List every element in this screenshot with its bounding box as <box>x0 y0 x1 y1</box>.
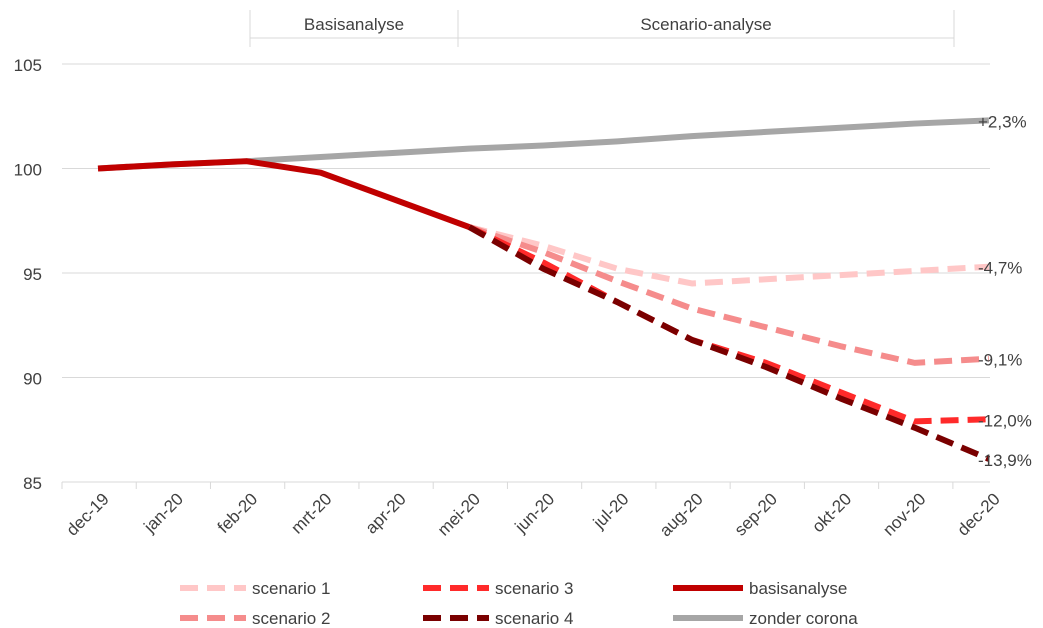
period-label: Basisanalyse <box>304 15 404 34</box>
x-tick-label: jan-20 <box>140 489 188 537</box>
y-tick-label: 90 <box>23 370 42 389</box>
series-line-basisanalyse <box>97 158 471 230</box>
legend-item-scenario-2: scenario 2 <box>180 609 330 628</box>
end-labels: +2,3% -4,7% -9,1% -12,0% -13,9% <box>978 112 1032 470</box>
y-axis: 85 90 95 100 105 <box>14 56 42 493</box>
series-lines <box>97 117 991 462</box>
end-label-scenario-3: -12,0% <box>978 411 1032 430</box>
x-tick-label: mrt-20 <box>287 489 335 537</box>
x-tick-label: jun-20 <box>511 489 559 537</box>
legend-label: scenario 1 <box>252 579 330 598</box>
x-tick-label: dec-19 <box>63 489 113 539</box>
series-line-scenario-4 <box>467 224 991 462</box>
period-label: Scenario-analyse <box>640 15 771 34</box>
series-line-scenario-2 <box>468 224 990 366</box>
x-tick-label: dec-20 <box>954 489 1004 539</box>
period-brackets: Basisanalyse Scenario-analyse <box>249 10 955 47</box>
gridlines <box>62 63 990 378</box>
legend-item-scenario-3: scenario 3 <box>423 579 573 598</box>
y-tick-label: 105 <box>14 56 42 75</box>
legend-label: scenario 3 <box>495 579 573 598</box>
x-tick-label: okt-20 <box>808 489 855 536</box>
legend-item-zonder-corona: zonder corona <box>673 609 858 628</box>
x-tick-label: sep-20 <box>731 489 781 539</box>
y-tick-label: 95 <box>23 265 42 284</box>
x-tick-label: aug-20 <box>656 489 707 540</box>
legend-item-basisanalyse: basisanalyse <box>673 579 847 598</box>
end-label-zonder-corona: +2,3% <box>978 112 1027 131</box>
y-tick-label: 100 <box>14 161 42 180</box>
x-axis: dec-19 jan-20 feb-20 mrt-20 apr-20 mei-20 jun-… <box>61 481 1004 540</box>
series-line-scenario-3 <box>467 224 989 425</box>
x-tick-label: apr-20 <box>362 489 410 537</box>
x-tick-label: mei-20 <box>434 489 484 539</box>
end-label-scenario-2: -9,1% <box>978 351 1022 370</box>
legend-label: scenario 2 <box>252 609 330 628</box>
legend-label: basisanalyse <box>749 579 847 598</box>
legend-item-scenario-4: scenario 4 <box>423 609 573 628</box>
legend-item-scenario-1: scenario 1 <box>180 579 330 598</box>
series-line-scenario-1 <box>468 224 990 287</box>
legend-label: zonder corona <box>749 609 858 628</box>
x-tick-label: jul-20 <box>589 489 633 533</box>
x-tick-label: nov-20 <box>879 489 929 539</box>
end-label-scenario-1: -4,7% <box>978 259 1022 278</box>
y-tick-label: 85 <box>23 474 42 493</box>
legend: scenario 1 scenario 3 basisanalyse scenario… <box>180 579 858 628</box>
x-tick-label: feb-20 <box>214 489 262 537</box>
legend-label: scenario 4 <box>495 609 573 628</box>
end-label-scenario-4: -13,9% <box>978 451 1032 470</box>
